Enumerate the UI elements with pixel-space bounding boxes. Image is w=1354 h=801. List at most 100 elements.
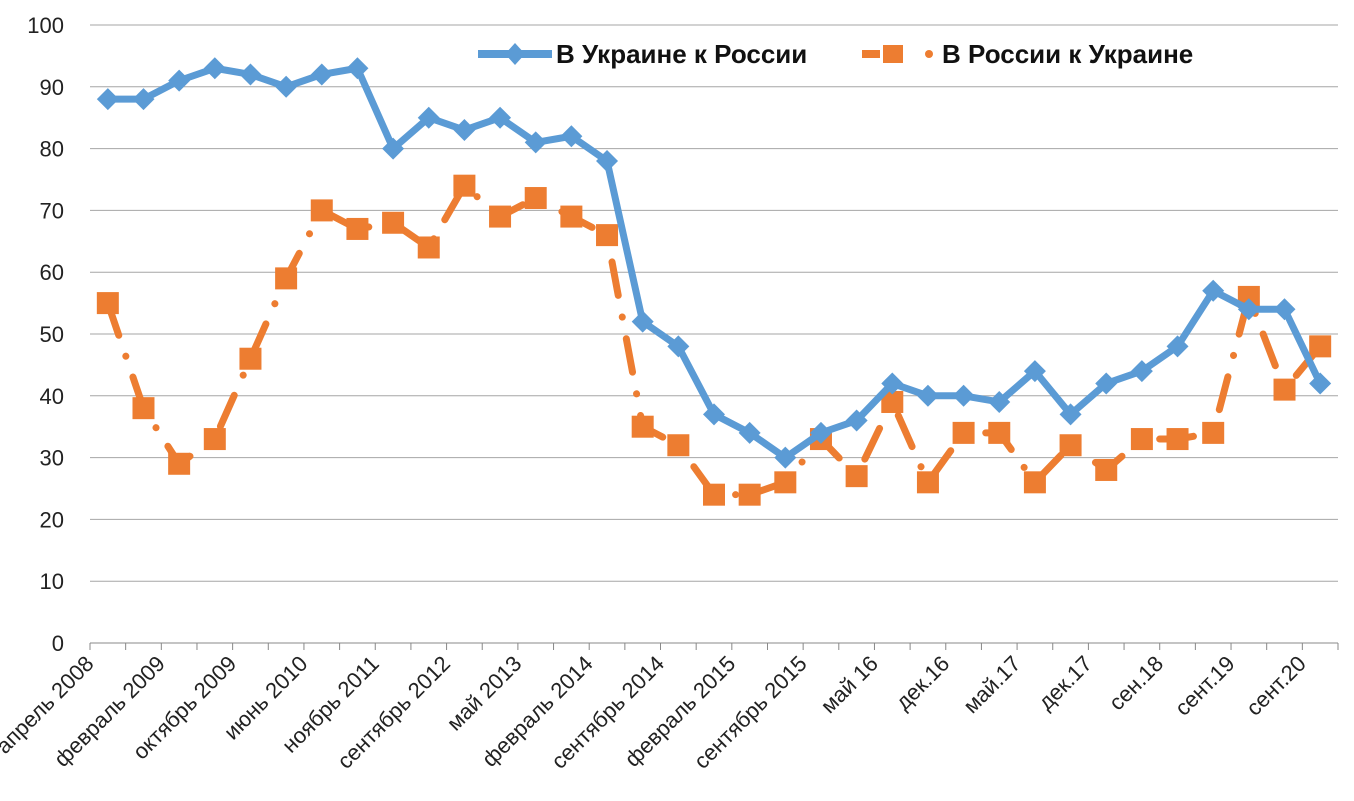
legend-label-ukraine: В Украине к России: [556, 39, 807, 69]
y-tick-label: 10: [40, 569, 64, 594]
marker-russia: [310, 199, 333, 222]
marker-russia: [988, 421, 1011, 444]
marker-ukraine: [1023, 360, 1046, 383]
legend-item-russia: В России к Украине: [862, 39, 1193, 69]
marker-ukraine: [738, 421, 761, 444]
marker-ukraine: [916, 384, 939, 407]
marker-ukraine: [809, 421, 832, 444]
marker-ukraine: [239, 63, 262, 86]
marker-ukraine: [1166, 335, 1189, 358]
marker-ukraine: [346, 57, 369, 80]
marker-russia: [738, 483, 761, 506]
marker-russia: [1273, 378, 1296, 401]
marker-ukraine: [1202, 279, 1225, 302]
marker-ukraine: [96, 88, 119, 111]
y-tick-label: 90: [40, 75, 64, 100]
marker-ukraine: [1095, 372, 1118, 395]
marker-russia: [417, 236, 440, 259]
legend-dot-russia: [925, 50, 933, 58]
y-tick-label: 60: [40, 260, 64, 285]
marker-russia: [703, 483, 725, 506]
legend-marker-russia: [883, 45, 903, 63]
marker-ukraine: [453, 119, 476, 142]
marker-russia: [916, 471, 939, 494]
series-ukraine: [96, 57, 1332, 469]
marker-russia: [132, 397, 155, 420]
marker-russia: [631, 415, 654, 438]
marker-russia: [1237, 285, 1260, 308]
x-tick-label: дек.16: [890, 651, 954, 715]
marker-ukraine: [631, 310, 654, 333]
marker-russia: [881, 390, 904, 413]
gridlines: [90, 24, 1338, 582]
marker-russia: [453, 174, 476, 197]
x-tick-label: май.17: [958, 651, 1025, 718]
marker-ukraine: [703, 403, 725, 426]
legend-item-ukraine: В Украине к России: [478, 39, 807, 69]
y-tick-label: 30: [40, 446, 64, 471]
marker-ukraine: [1059, 403, 1082, 426]
marker-russia: [275, 267, 298, 290]
marker-russia: [952, 421, 975, 444]
marker-russia: [382, 211, 405, 234]
marker-ukraine: [1309, 372, 1332, 395]
marker-russia: [524, 187, 547, 210]
marker-ukraine: [275, 75, 298, 98]
x-tick-label: сен.18: [1104, 651, 1168, 715]
marker-russia: [1166, 428, 1189, 451]
marker-ukraine: [203, 57, 226, 80]
marker-ukraine: [132, 88, 155, 111]
y-tick-label: 70: [40, 198, 64, 223]
marker-russia: [1023, 471, 1046, 494]
marker-russia: [96, 292, 119, 315]
marker-russia: [203, 428, 226, 451]
y-tick-label: 40: [40, 384, 64, 409]
marker-russia: [596, 224, 619, 247]
y-axis-ticks: 0 10 20 30 40 50 60 70 80 90 100: [27, 13, 64, 656]
x-tick-label: сент.19: [1170, 651, 1240, 721]
marker-ukraine: [560, 125, 583, 148]
marker-ukraine: [774, 446, 797, 469]
legend-label-russia: В России к Украине: [942, 39, 1193, 69]
series-russia: [96, 174, 1332, 506]
legend: В Украине к России В России к Украине: [478, 39, 1193, 69]
marker-russia: [667, 434, 690, 457]
marker-russia: [168, 452, 191, 475]
legend-marker-ukraine: [505, 43, 525, 65]
marker-russia: [1059, 434, 1082, 457]
marker-russia: [1130, 428, 1153, 451]
marker-ukraine: [667, 335, 690, 358]
marker-russia: [489, 205, 512, 228]
marker-russia: [1095, 458, 1118, 481]
y-tick-label: 50: [40, 322, 64, 347]
marker-ukraine: [168, 69, 191, 92]
series-layer: [96, 57, 1332, 506]
marker-russia: [560, 205, 583, 228]
marker-ukraine: [881, 372, 904, 395]
x-tick-label: дек.17: [1033, 651, 1097, 715]
marker-ukraine: [382, 137, 405, 160]
y-tick-label: 80: [40, 137, 64, 162]
marker-ukraine: [1273, 298, 1296, 321]
marker-ukraine: [310, 63, 333, 86]
marker-russia: [239, 347, 262, 370]
marker-russia: [346, 217, 369, 240]
y-tick-label: 0: [52, 631, 64, 656]
marker-ukraine: [1237, 298, 1260, 321]
marker-russia: [774, 471, 797, 494]
marker-ukraine: [1130, 360, 1153, 383]
marker-ukraine: [952, 384, 975, 407]
y-tick-label: 100: [27, 13, 64, 38]
marker-ukraine: [845, 409, 868, 432]
marker-ukraine: [988, 390, 1011, 413]
marker-russia: [1309, 335, 1332, 358]
y-tick-label: 20: [40, 507, 64, 532]
marker-russia: [845, 465, 868, 488]
x-tick-label: сент.20: [1241, 651, 1311, 721]
line-ukraine: [107, 64, 1324, 462]
x-tick-label: май 16: [816, 651, 883, 718]
marker-ukraine: [596, 149, 619, 172]
marker-ukraine: [489, 106, 512, 129]
